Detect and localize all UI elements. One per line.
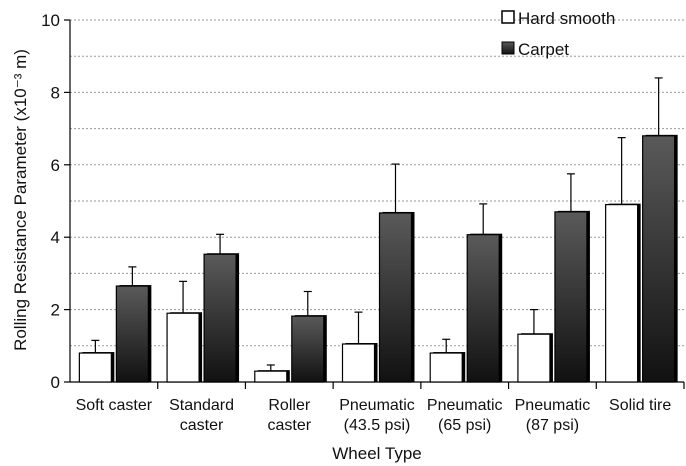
x-tick-label: Solid tire	[609, 397, 671, 414]
hard-smooth-bar	[341, 343, 376, 383]
hard-smooth-bar	[429, 352, 463, 383]
y-axis-title: Rolling Resistance Parameter (x10⁻³ m)	[11, 49, 30, 351]
carpet-bar	[642, 135, 676, 383]
hard-smooth-bar	[517, 333, 551, 383]
x-tick-label: (65 psi)	[438, 417, 491, 434]
y-tick-label: 2	[51, 301, 60, 320]
hard-smooth-bar	[78, 352, 112, 383]
gridlines	[70, 19, 684, 347]
legend-swatch-hard-smooth	[501, 10, 515, 24]
axes	[64, 19, 685, 389]
y-tick-label: 0	[51, 373, 60, 392]
legend-label-carpet: Carpet	[518, 40, 569, 59]
x-tick-label: Soft caster	[76, 397, 153, 414]
carpet-bar	[115, 285, 149, 383]
carpet-bar	[466, 234, 500, 383]
x-tick-label: caster	[267, 417, 311, 434]
x-tick-label: Pneumatic	[427, 397, 503, 414]
x-tick-label: (87 psi)	[526, 417, 579, 434]
x-tick-label: Pneumatic	[339, 397, 415, 414]
x-tick-label: Standard	[169, 397, 234, 414]
y-tick-label: 8	[51, 83, 60, 102]
legend-label-hard-smooth: Hard smooth	[518, 9, 615, 28]
x-tick-label: Pneumatic	[515, 397, 591, 414]
y-tick-label: 10	[41, 11, 60, 30]
axis-labels: 0 2 4 6 8 10 Soft caster Standard caster Roller ca…	[41, 11, 671, 434]
carpet-bar	[378, 212, 413, 383]
hard-smooth-bar	[254, 370, 288, 383]
bars	[78, 77, 678, 383]
hard-smooth-bar	[166, 312, 200, 383]
carpet-bar	[203, 253, 237, 383]
carpet-bar	[554, 211, 588, 383]
carpet-bar	[291, 315, 325, 383]
x-tick-label: (43.5 psi)	[344, 417, 411, 434]
y-tick-label: 6	[51, 156, 60, 175]
x-tick-label: caster	[180, 417, 224, 434]
legend-swatch-carpet	[501, 41, 515, 55]
y-tick-label: 4	[51, 228, 60, 247]
x-axis-title: Wheel Type	[332, 444, 421, 463]
legend: Hard smooth Carpet	[501, 9, 615, 59]
x-tick-label: Roller	[268, 397, 310, 414]
hard-smooth-bar	[605, 204, 639, 383]
